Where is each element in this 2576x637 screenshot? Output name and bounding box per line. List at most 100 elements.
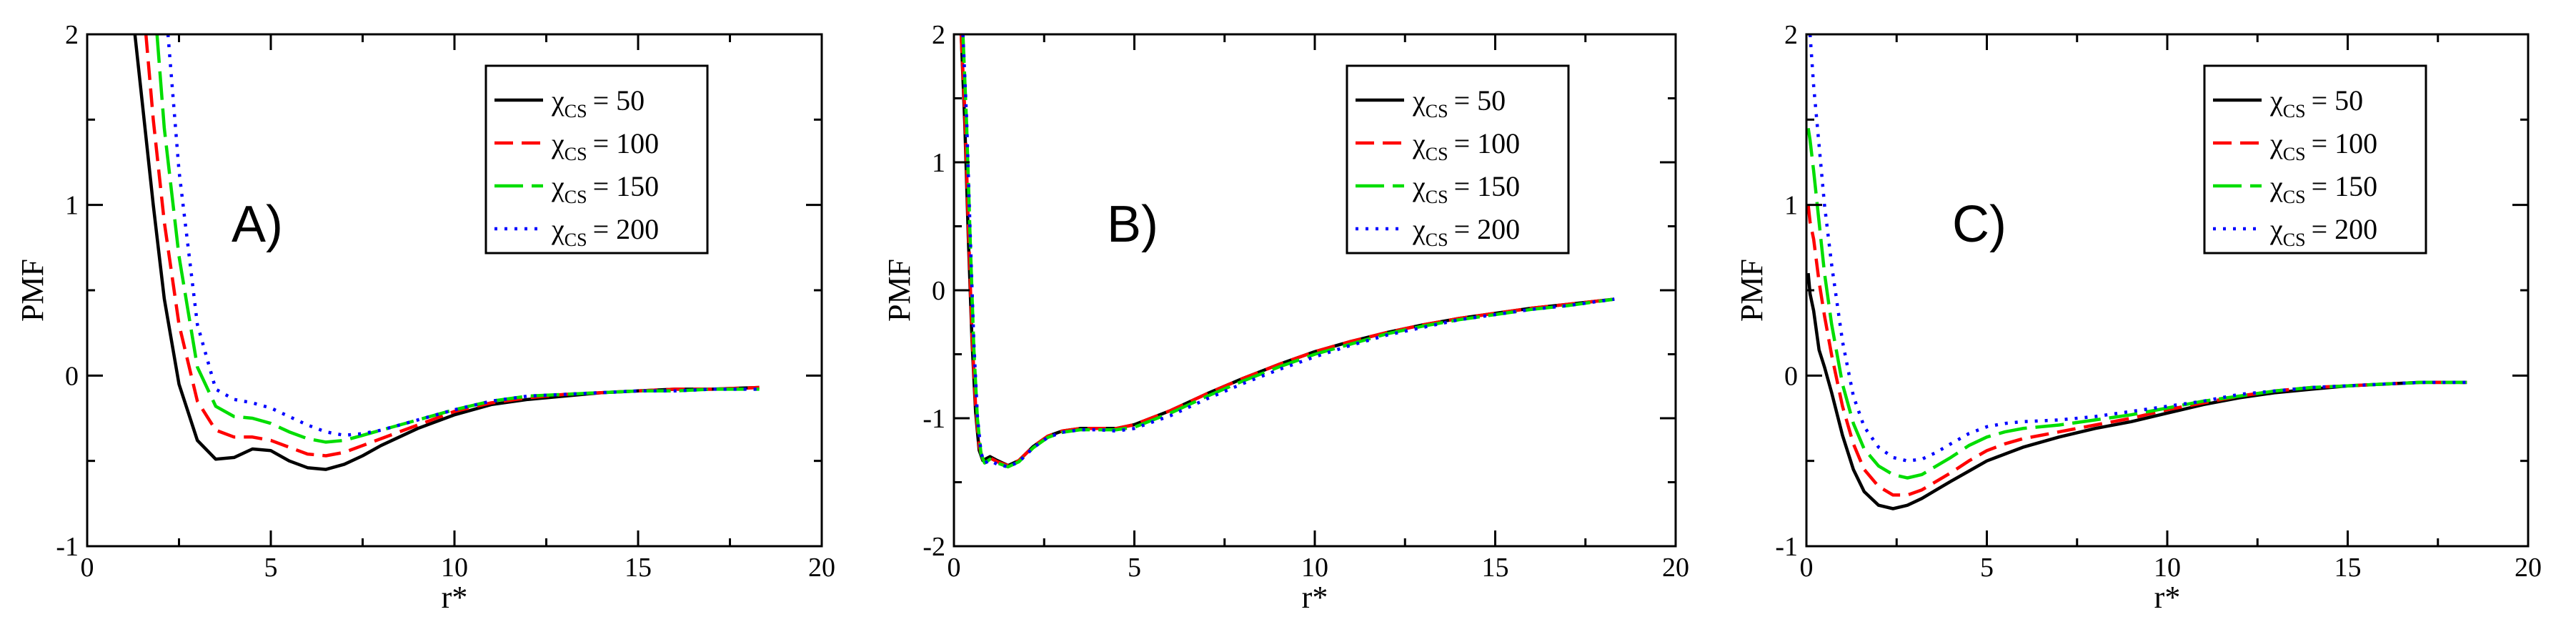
x-tick-label: 0	[81, 553, 94, 583]
y-tick-label: 1	[1784, 191, 1798, 221]
legend-label: χCS = 200	[1412, 213, 1520, 250]
panel-label: C)	[1952, 196, 2006, 253]
y-axis-title: PMF	[15, 259, 50, 322]
legend-label: χCS = 150	[2269, 170, 2377, 207]
legend-value: = 150	[593, 170, 660, 202]
x-axis-title: r*	[2154, 580, 2181, 615]
legend-item-4: χCS = 200	[2213, 213, 2377, 250]
legend-item-3: χCS = 150	[1356, 170, 1520, 207]
legend-label: χCS = 150	[551, 170, 659, 207]
legend-value: = 50	[2312, 84, 2364, 117]
x-tick-label: 5	[1980, 553, 1994, 583]
x-tick-label: 15	[1482, 553, 1509, 583]
x-tick-label: 20	[2515, 553, 2542, 583]
legend-item-4: χCS = 200	[1356, 213, 1520, 250]
panel-label: A)	[232, 196, 283, 253]
y-tick-label: 0	[65, 361, 79, 391]
y-tick-label: -1	[923, 404, 945, 434]
y-tick-label: -1	[56, 532, 79, 562]
x-tick-label: 10	[2154, 553, 2181, 583]
legend-item-1: χCS = 50	[494, 84, 645, 122]
legend-label: χCS = 200	[551, 213, 659, 250]
legend-label: χCS = 50	[2269, 84, 2363, 122]
y-tick-label: 2	[1784, 20, 1798, 50]
legend-subscript: CS	[565, 144, 587, 164]
legend-box	[484, 64, 709, 255]
y-tick-label: 1	[932, 148, 945, 178]
series-line-4	[1808, 34, 2467, 463]
legend-value: = 150	[2312, 170, 2378, 202]
legend-item-1: χCS = 50	[1356, 84, 1506, 122]
legend-symbol: χ	[2269, 127, 2283, 159]
legend-label: χCS = 150	[1412, 170, 1520, 207]
legend-symbol: χ	[551, 213, 565, 245]
legend-symbol: χ	[1412, 170, 1426, 202]
legend-value: = 150	[1454, 170, 1521, 202]
legend-value: = 50	[1454, 84, 1506, 117]
legend-symbol: χ	[551, 84, 565, 117]
legend-value: = 200	[593, 213, 660, 245]
y-tick-label: 2	[65, 20, 79, 50]
y-tick-label: -2	[923, 532, 945, 562]
y-tick-label: 1	[65, 191, 79, 221]
x-tick-label: 15	[2334, 553, 2362, 583]
legend-subscript: CS	[565, 229, 587, 250]
x-tick-label: 20	[808, 553, 835, 583]
legend-subscript: CS	[1426, 144, 1448, 164]
series-line-1	[1806, 272, 2467, 510]
legend-item-2: χCS = 100	[2213, 127, 2377, 164]
legend-item-2: χCS = 100	[1356, 127, 1520, 164]
legend-item-3: χCS = 150	[494, 170, 659, 207]
legend-symbol: χ	[1412, 127, 1426, 159]
legend-item-1: χCS = 50	[2213, 84, 2363, 122]
x-tick-label: 10	[1301, 553, 1328, 583]
legend-symbol: χ	[2269, 213, 2283, 245]
legend-subscript: CS	[2283, 101, 2306, 122]
y-tick-label: 2	[932, 20, 945, 50]
x-tick-label: 5	[264, 553, 278, 583]
legend-subscript: CS	[2283, 187, 2306, 207]
y-axis-title: PMF	[1734, 259, 1769, 322]
legend-item-4: χCS = 200	[494, 213, 659, 250]
legend-value: = 100	[1454, 127, 1521, 159]
series-line-4	[166, 34, 760, 438]
x-tick-label: 20	[1662, 553, 1689, 583]
legend-value: = 200	[2312, 213, 2378, 245]
y-tick-label: 0	[932, 276, 945, 306]
x-tick-label: 0	[948, 553, 961, 583]
legend-label: χCS = 50	[551, 84, 645, 122]
x-axis-title: r*	[1302, 580, 1328, 615]
legend-subscript: CS	[1426, 101, 1448, 122]
x-tick-label: 15	[625, 553, 652, 583]
legend-value: = 100	[593, 127, 660, 159]
plot-frame	[86, 33, 823, 548]
legend-value: = 100	[2312, 127, 2378, 159]
legend-symbol: χ	[551, 127, 565, 159]
x-tick-label: 0	[1800, 553, 1814, 583]
series-line-3	[155, 34, 760, 444]
legend-box	[2203, 64, 2427, 255]
legend-subscript: CS	[2283, 229, 2306, 250]
legend-label: χCS = 100	[1412, 127, 1520, 164]
legend-subscript: CS	[565, 187, 587, 207]
legend-value: = 200	[1454, 213, 1521, 245]
series-line-2	[144, 34, 760, 458]
legend-subscript: CS	[1426, 187, 1448, 207]
legend-label: χCS = 50	[1412, 84, 1506, 122]
legend-symbol: χ	[1412, 84, 1426, 117]
legend-label: χCS = 100	[2269, 127, 2377, 164]
y-tick-label: 0	[1784, 361, 1798, 391]
legend-symbol: χ	[1412, 213, 1426, 245]
y-axis-title: PMF	[882, 259, 917, 322]
legend-subscript: CS	[1426, 229, 1448, 250]
legend-label: χCS = 200	[2269, 213, 2377, 250]
series-line-3	[961, 34, 1615, 469]
legend-label: χCS = 100	[551, 127, 659, 164]
x-tick-label: 5	[1128, 553, 1141, 583]
